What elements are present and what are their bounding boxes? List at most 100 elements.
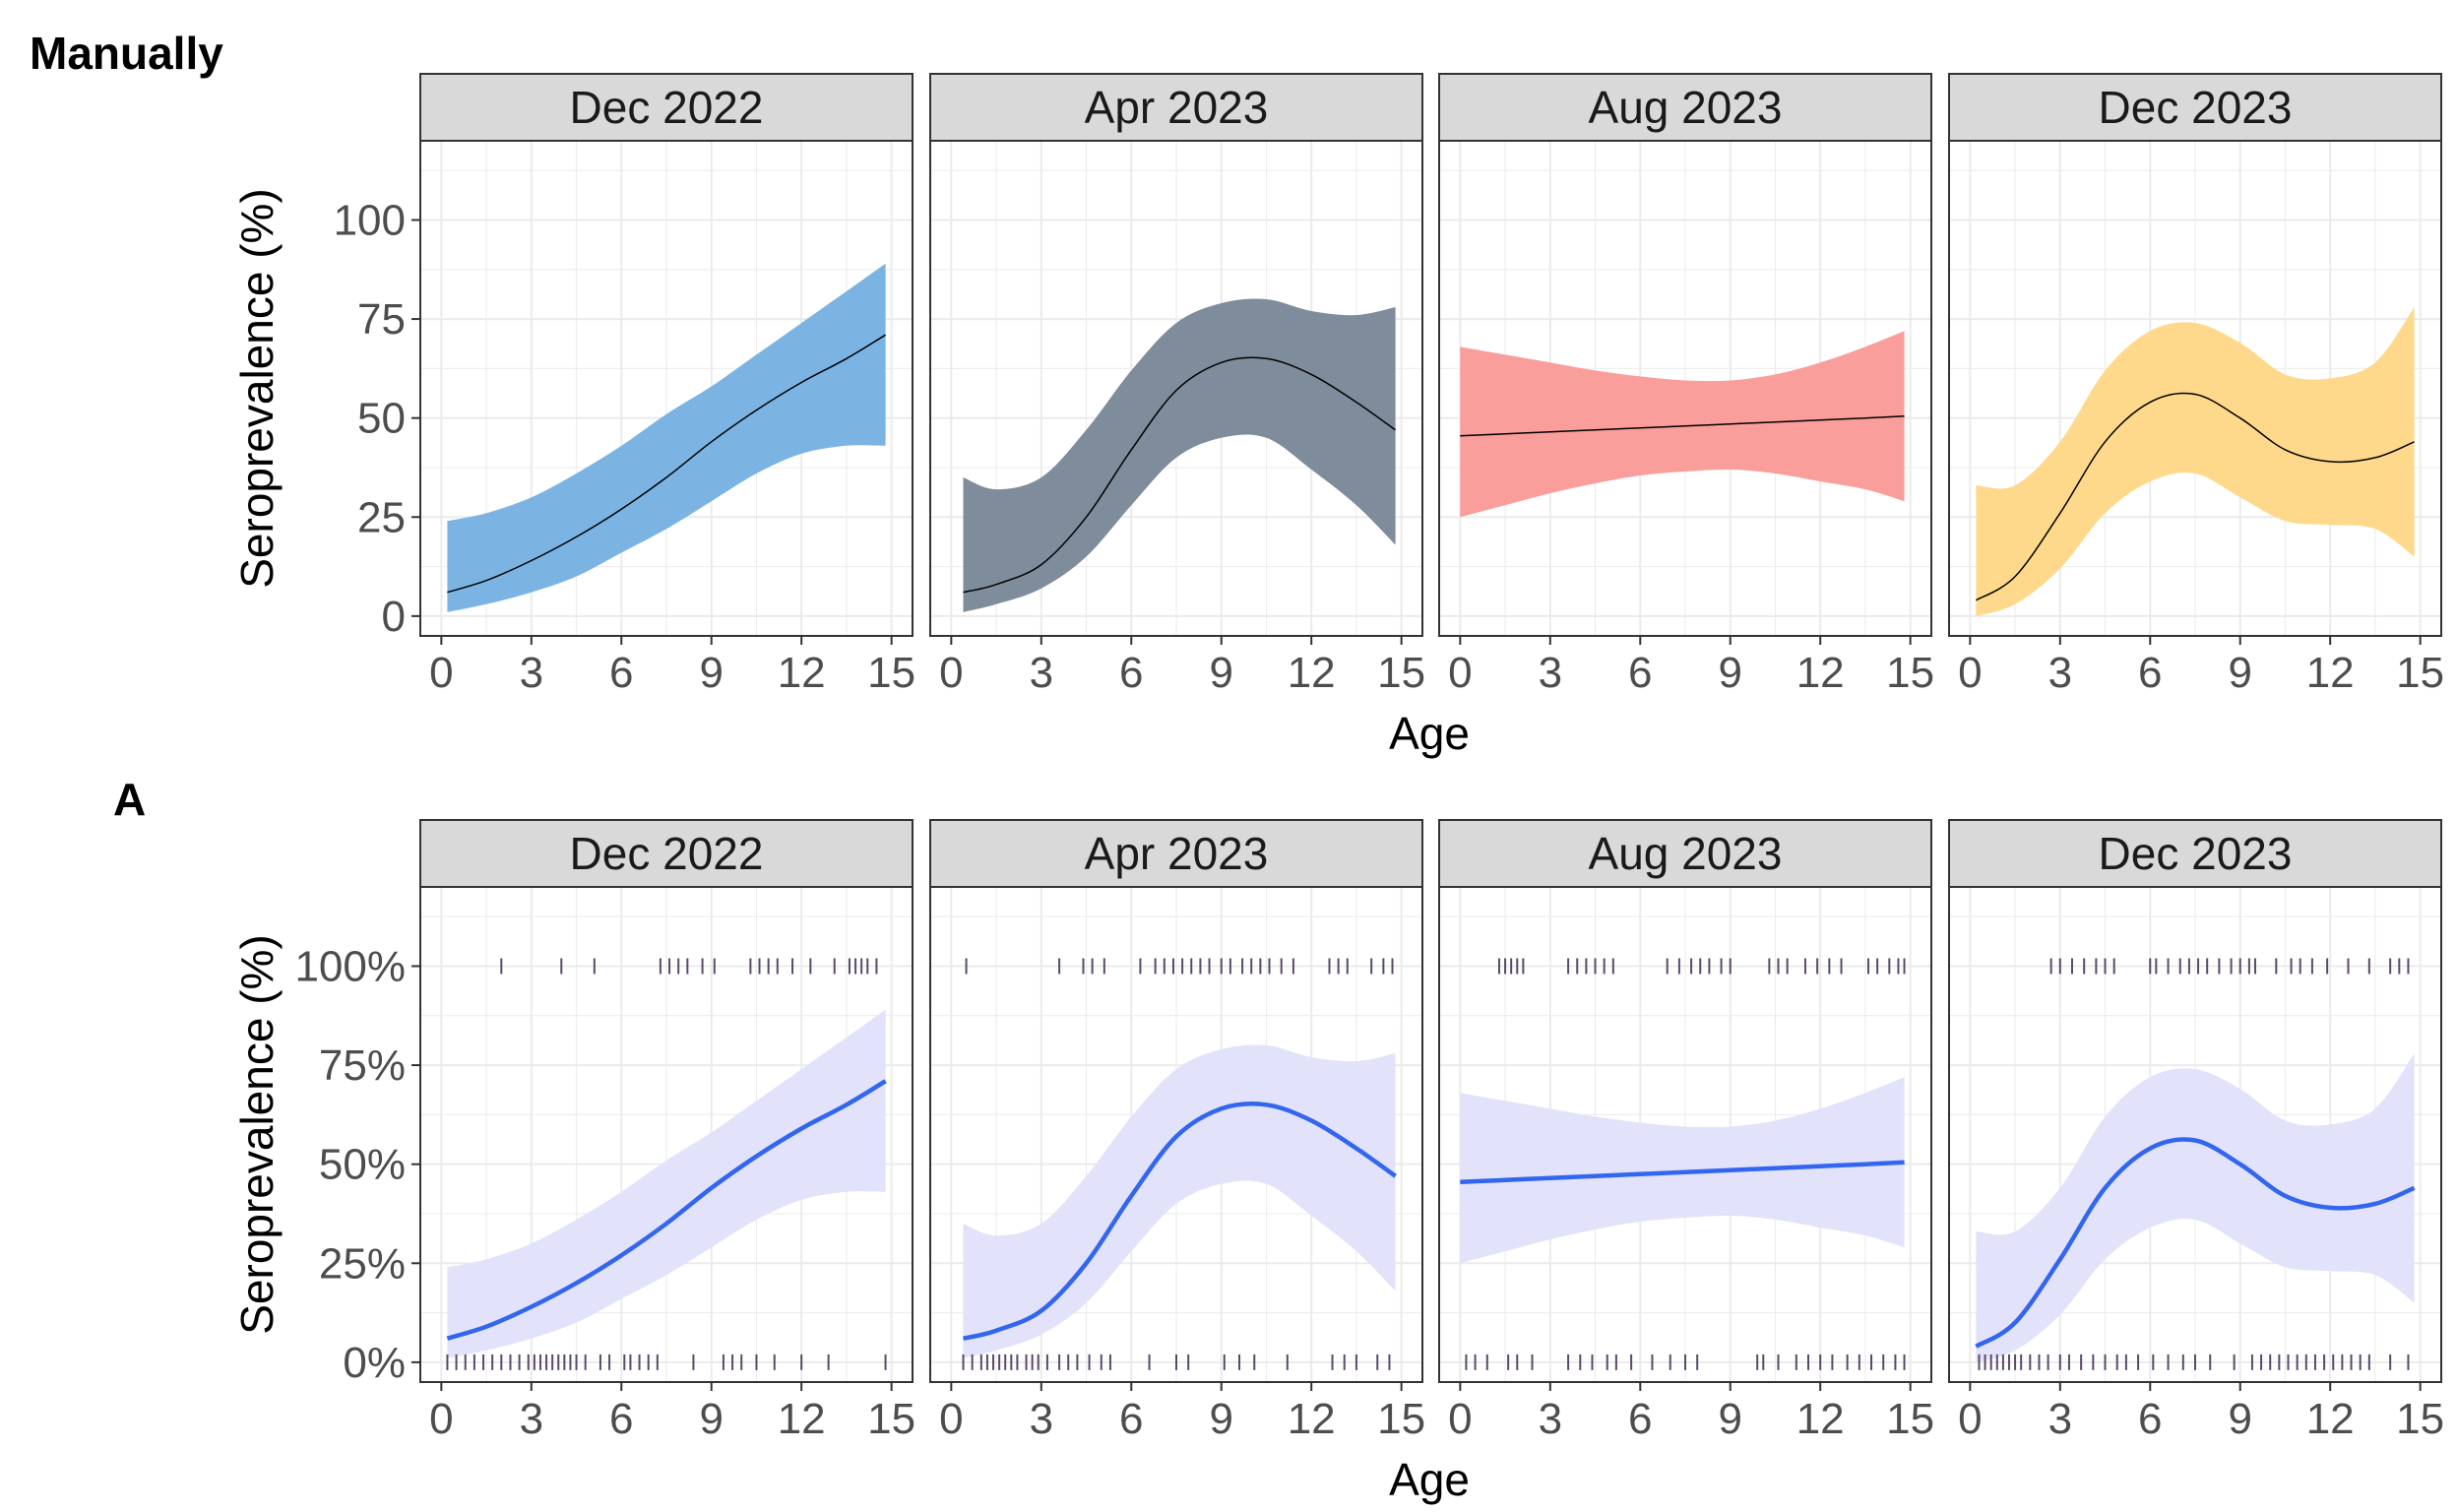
x-tick-label: 0 xyxy=(429,1395,453,1443)
fit-line xyxy=(1460,414,1905,437)
confidence-ribbon xyxy=(1976,1053,2415,1362)
x-tick-label: 3 xyxy=(1030,649,1053,697)
x-tick-label: 15 xyxy=(1377,649,1425,697)
y-tick-label: 100% xyxy=(294,942,406,990)
x-tick-label: 12 xyxy=(2306,1395,2355,1443)
panel-border xyxy=(1948,140,2442,637)
x-tick-label: 0 xyxy=(429,649,453,697)
panel-border xyxy=(1438,140,1932,637)
facet-strip xyxy=(419,73,914,142)
y-tick-label: 0 xyxy=(382,593,406,641)
x-tick-label: 0 xyxy=(1958,649,1982,697)
y-tick-label: 0% xyxy=(343,1339,406,1387)
facet-strip xyxy=(1438,73,1932,142)
x-tick-label: 3 xyxy=(520,649,543,697)
x-tick-label: 12 xyxy=(778,649,826,697)
facet-label: Aug 2023 xyxy=(1589,828,1783,879)
figure-tag: A xyxy=(113,774,146,825)
x-tick-label: 6 xyxy=(2138,649,2162,697)
x-tick-label: 12 xyxy=(2306,649,2355,697)
y-tick-label: 100 xyxy=(334,196,406,244)
y-tick-label: 25 xyxy=(357,493,406,541)
fit-line xyxy=(962,1102,1397,1341)
x-tick-label: 0 xyxy=(1958,1395,1982,1443)
facet-strip xyxy=(929,819,1423,888)
panel-1: Apr 2023 0 3 6 9 12 15 xyxy=(929,73,1425,697)
y-axis-title: Seroprevalence (%) xyxy=(231,934,283,1335)
fit-line xyxy=(1976,392,2415,601)
x-tick-label: 9 xyxy=(1718,649,1741,697)
panel-3: Dec 2023 0 3 6 9 12 15 xyxy=(1948,819,2444,1443)
figure-manually: Manually Seroprevalence (%) Age 0 25 50 75 100 D… xyxy=(30,28,2444,759)
facet-label: Apr 2023 xyxy=(1085,828,1269,879)
x-tick-label: 6 xyxy=(1119,1395,1143,1443)
x-tick-label: 9 xyxy=(1209,649,1232,697)
x-tick-label: 9 xyxy=(699,1395,723,1443)
x-tick-label: 0 xyxy=(939,649,963,697)
facet-label: Dec 2023 xyxy=(2099,82,2293,133)
y-tick-label: 75% xyxy=(319,1041,406,1090)
facet-label: Aug 2023 xyxy=(1589,82,1783,133)
x-axis-title: Age xyxy=(1389,1454,1470,1505)
x-axis-title: Age xyxy=(1389,708,1470,759)
confidence-ribbon xyxy=(963,298,1396,612)
x-tick-label: 15 xyxy=(2396,1395,2444,1443)
x-tick-label: 12 xyxy=(1796,1395,1845,1443)
confidence-ribbon xyxy=(1976,307,2415,616)
x-tick-label: 15 xyxy=(1377,1395,1425,1443)
x-tick-label: 12 xyxy=(1288,1395,1336,1443)
facet-label: Dec 2022 xyxy=(570,82,764,133)
x-tick-label: 0 xyxy=(1448,1395,1472,1443)
panel-border xyxy=(929,886,1423,1383)
confidence-ribbon xyxy=(447,263,886,612)
facet-strip xyxy=(1948,73,2442,142)
panel-0: Dec 2022 0 3 6 9 12 15 xyxy=(419,73,915,697)
x-tick-label: 12 xyxy=(1796,649,1845,697)
facet-label: Dec 2023 xyxy=(2099,828,2293,879)
y-tick-label: 50 xyxy=(357,395,406,443)
fit-line xyxy=(963,356,1397,594)
x-tick-label: 0 xyxy=(939,1395,963,1443)
x-tick-label: 3 xyxy=(2048,1395,2072,1443)
panel-0: Dec 2022 0 3 6 9 12 15 xyxy=(419,819,915,1443)
panel-border xyxy=(1438,886,1932,1383)
x-tick-label: 9 xyxy=(699,649,723,697)
fit-line xyxy=(1460,1160,1905,1185)
x-tick-label: 3 xyxy=(2048,649,2072,697)
x-tick-label: 15 xyxy=(867,1395,915,1443)
x-tick-label: 9 xyxy=(2228,1395,2251,1443)
x-tick-label: 6 xyxy=(609,649,633,697)
facet-strip xyxy=(419,819,914,888)
x-tick-label: 9 xyxy=(2228,649,2251,697)
fit-line xyxy=(447,334,886,594)
x-tick-label: 6 xyxy=(1628,1395,1652,1443)
x-tick-label: 6 xyxy=(2138,1395,2162,1443)
x-tick-label: 6 xyxy=(1119,649,1143,697)
y-axis-title: Seroprevalence (%) xyxy=(231,188,283,589)
x-tick-label: 9 xyxy=(1718,1395,1741,1443)
fit-line xyxy=(446,1079,887,1341)
panel-2: Aug 2023 0 3 6 9 12 15 xyxy=(1438,73,1934,697)
x-tick-label: 3 xyxy=(1539,1395,1562,1443)
facet-strip xyxy=(1438,819,1932,888)
x-tick-label: 12 xyxy=(778,1395,826,1443)
x-tick-label: 15 xyxy=(2396,649,2444,697)
x-tick-label: 15 xyxy=(867,649,915,697)
figure-tag: Manually xyxy=(30,28,223,79)
x-tick-label: 12 xyxy=(1288,649,1336,697)
x-tick-label: 6 xyxy=(1628,649,1652,697)
facet-label: Apr 2023 xyxy=(1085,82,1269,133)
y-tick-label: 50% xyxy=(319,1141,406,1189)
y-tick-label: 25% xyxy=(319,1239,406,1288)
figure-a: A Seroprevalence (%) Age 0% 25% 50% 75% 100% Dec… xyxy=(113,774,2444,1505)
panel-3: Dec 2023 0 3 6 9 12 15 xyxy=(1948,73,2444,697)
panel-border xyxy=(419,886,914,1383)
x-tick-label: 15 xyxy=(1886,649,1934,697)
panel-border xyxy=(929,140,1423,637)
panel-1: Apr 2023 0 3 6 9 12 15 xyxy=(929,819,1425,1443)
x-tick-label: 15 xyxy=(1886,1395,1934,1443)
panel-border xyxy=(419,140,914,637)
y-tick-label: 75 xyxy=(357,295,406,344)
x-tick-label: 6 xyxy=(609,1395,633,1443)
